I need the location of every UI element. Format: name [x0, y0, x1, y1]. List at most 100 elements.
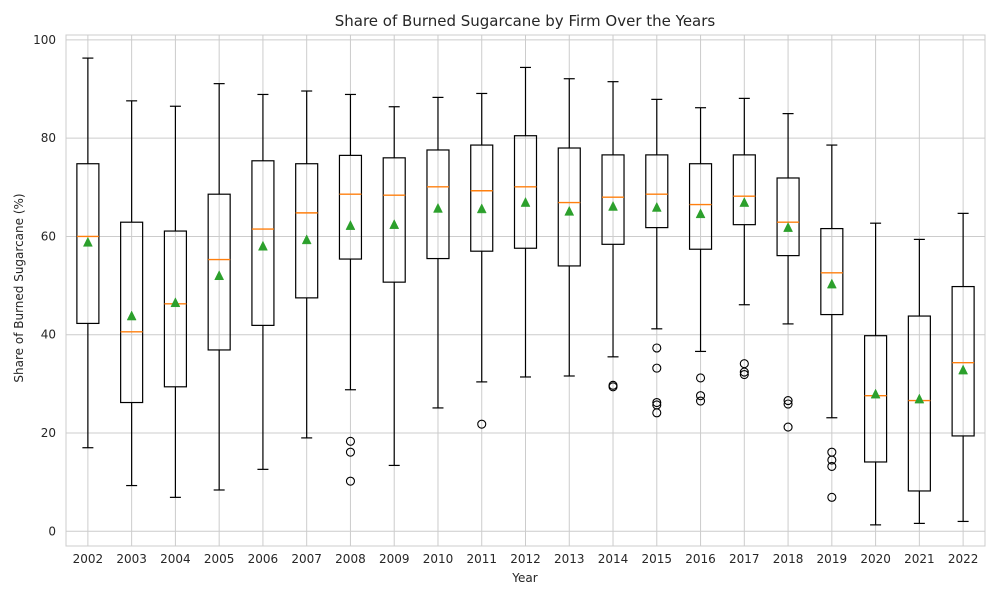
box-body — [382, 157, 406, 283]
box-body — [557, 147, 581, 267]
box-2020 — [863, 222, 888, 526]
box-2013 — [557, 78, 581, 377]
box-body — [776, 177, 800, 257]
mean-marker — [345, 220, 356, 230]
box-body — [513, 135, 538, 249]
mean-marker — [389, 219, 400, 229]
outlier-point — [695, 396, 706, 406]
box-2017 — [732, 97, 756, 380]
x-tick-label: 2009 — [379, 552, 410, 566]
y-tick-label: 80 — [41, 131, 56, 145]
x-tick-label: 2007 — [291, 552, 322, 566]
x-tick-label: 2019 — [817, 552, 848, 566]
outlier-point — [608, 382, 618, 392]
box-body — [863, 335, 888, 463]
box-2002 — [76, 57, 100, 449]
box-series — [76, 57, 975, 526]
mean-marker — [695, 208, 706, 219]
outlier-point — [739, 367, 749, 377]
outlier-point — [783, 399, 793, 409]
box-body — [120, 221, 144, 404]
mean-marker — [476, 203, 487, 214]
box-2007 — [295, 90, 319, 439]
box-body — [470, 144, 494, 252]
x-tick-label: 2018 — [773, 552, 804, 566]
outlier-point — [827, 461, 837, 471]
x-tick-label: 2005 — [204, 552, 235, 566]
box-body — [820, 227, 844, 316]
outlier-point — [345, 436, 356, 446]
outlier-point — [652, 363, 662, 373]
box-2009 — [382, 106, 406, 467]
x-tick-label: 2016 — [685, 552, 716, 566]
outlier-point — [477, 419, 487, 429]
outlier-point — [695, 391, 706, 401]
mean-marker — [301, 234, 312, 245]
y-tick-labels: 0 20 40 60 80 100 — [33, 33, 56, 538]
outlier-point — [827, 455, 837, 465]
x-tick-label: 2022 — [948, 552, 979, 566]
outlier-point — [783, 396, 793, 406]
y-axis-label: Share of Burned Sugarcane (%) — [12, 193, 26, 382]
mean-marker — [520, 196, 531, 207]
x-tick-label: 2004 — [160, 552, 191, 566]
y-tick-label: 20 — [41, 426, 56, 440]
box-body — [163, 230, 188, 388]
mean-marker — [433, 202, 443, 213]
y-tick-label: 0 — [48, 524, 56, 538]
box-2004 — [163, 105, 188, 498]
mean-marker — [826, 278, 837, 289]
x-tick-label: 2014 — [598, 552, 629, 566]
x-tick-label: 2010 — [423, 552, 454, 566]
chart-title: Share of Burned Sugarcane by Firm Over t… — [335, 12, 716, 30]
mean-marker — [126, 310, 137, 321]
mean-marker — [564, 205, 575, 216]
box-body — [207, 193, 231, 351]
outlier-point — [345, 447, 356, 457]
box-body — [251, 160, 275, 326]
box-body — [76, 163, 100, 325]
box-2014 — [601, 81, 625, 392]
outlier-point — [827, 492, 837, 502]
outlier-point — [345, 476, 356, 486]
x-tick-label: 2006 — [248, 552, 279, 566]
y-tick-label: 100 — [33, 33, 56, 47]
x-tick-label: 2008 — [335, 552, 366, 566]
outlier-point — [652, 343, 662, 353]
box-body — [688, 163, 713, 250]
box-body — [426, 149, 450, 260]
box-body — [951, 285, 975, 437]
mean-marker — [82, 236, 93, 247]
x-tick-label: 2003 — [116, 552, 147, 566]
box-2010 — [426, 96, 450, 409]
box-body — [601, 154, 625, 245]
mean-marker — [958, 364, 969, 375]
box-2015 — [645, 98, 669, 418]
mean-marker — [914, 393, 925, 404]
outlier-point — [783, 422, 793, 432]
box-body — [907, 315, 931, 492]
box-body — [732, 154, 756, 226]
box-2005 — [207, 83, 231, 491]
x-tick-label: 2002 — [73, 552, 104, 566]
mean-marker — [170, 297, 181, 308]
x-axis-label: Year — [511, 571, 537, 585]
y-tick-label: 60 — [41, 229, 56, 243]
y-tick-label: 40 — [41, 328, 56, 342]
x-tick-label: 2015 — [642, 552, 673, 566]
box-2006 — [251, 93, 275, 470]
outlier-point — [695, 373, 706, 383]
mean-marker — [214, 270, 225, 281]
mean-marker — [783, 222, 793, 232]
plot-frame — [65, 34, 986, 547]
x-tick-label: 2012 — [510, 552, 541, 566]
x-tick-label: 2013 — [554, 552, 585, 566]
mean-marker — [651, 201, 662, 212]
box-2011 — [470, 92, 494, 429]
box-2016 — [688, 107, 713, 406]
box-body — [295, 163, 319, 299]
mean-marker — [870, 388, 881, 399]
box-body — [645, 154, 669, 229]
box-2003 — [120, 100, 144, 487]
